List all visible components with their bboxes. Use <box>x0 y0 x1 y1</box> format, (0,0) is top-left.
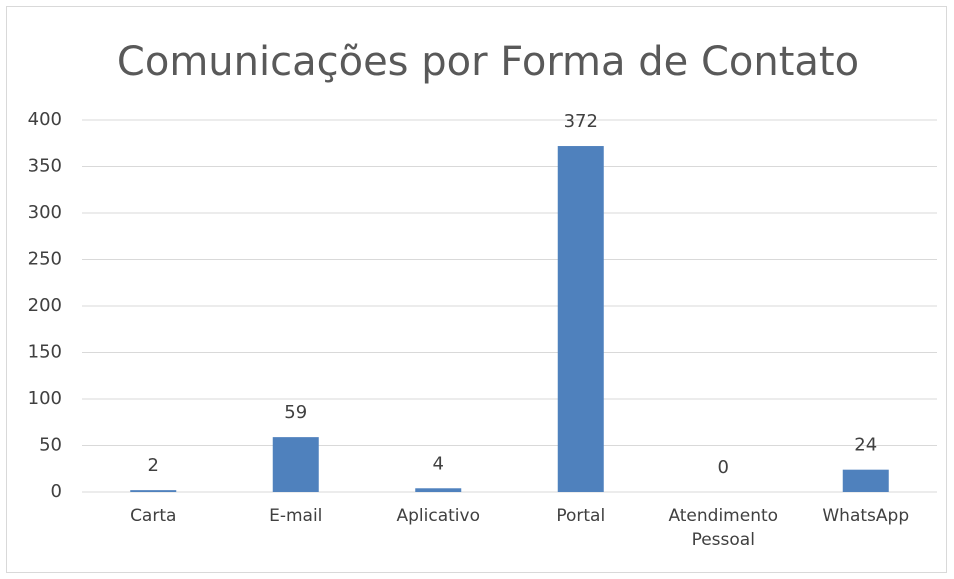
bar <box>415 488 462 492</box>
x-tick-label: WhatsApp <box>822 506 910 526</box>
bar <box>557 146 604 493</box>
y-tick-label: 250 <box>28 249 62 270</box>
y-tick-label: 200 <box>28 295 62 316</box>
y-tick-label: 400 <box>28 109 62 130</box>
data-label: 4 <box>433 453 444 474</box>
y-tick-label: 300 <box>28 202 62 223</box>
chart-border <box>6 6 947 573</box>
data-label: 24 <box>854 435 877 456</box>
x-tick-label: E-mail <box>269 506 323 526</box>
data-label: 372 <box>564 111 598 132</box>
y-tick-label: 0 <box>51 481 62 502</box>
data-label: 0 <box>718 457 729 478</box>
y-tick-label: 350 <box>28 156 62 177</box>
chart-title: Comunicações por Forma de Contato <box>117 39 859 85</box>
y-tick-label: 100 <box>28 388 62 409</box>
x-tick-label: Portal <box>556 506 606 526</box>
y-tick-label: 150 <box>28 342 62 363</box>
data-label: 59 <box>284 402 307 423</box>
bar <box>272 437 319 492</box>
bar <box>842 469 889 492</box>
data-label: 2 <box>148 455 159 476</box>
x-tick-label: Aplicativo <box>396 506 480 526</box>
x-tick-label: Carta <box>130 506 177 526</box>
y-tick-label: 50 <box>39 435 62 456</box>
x-tick-label: Atendimento Pessoal <box>668 506 779 550</box>
bar <box>130 490 177 492</box>
